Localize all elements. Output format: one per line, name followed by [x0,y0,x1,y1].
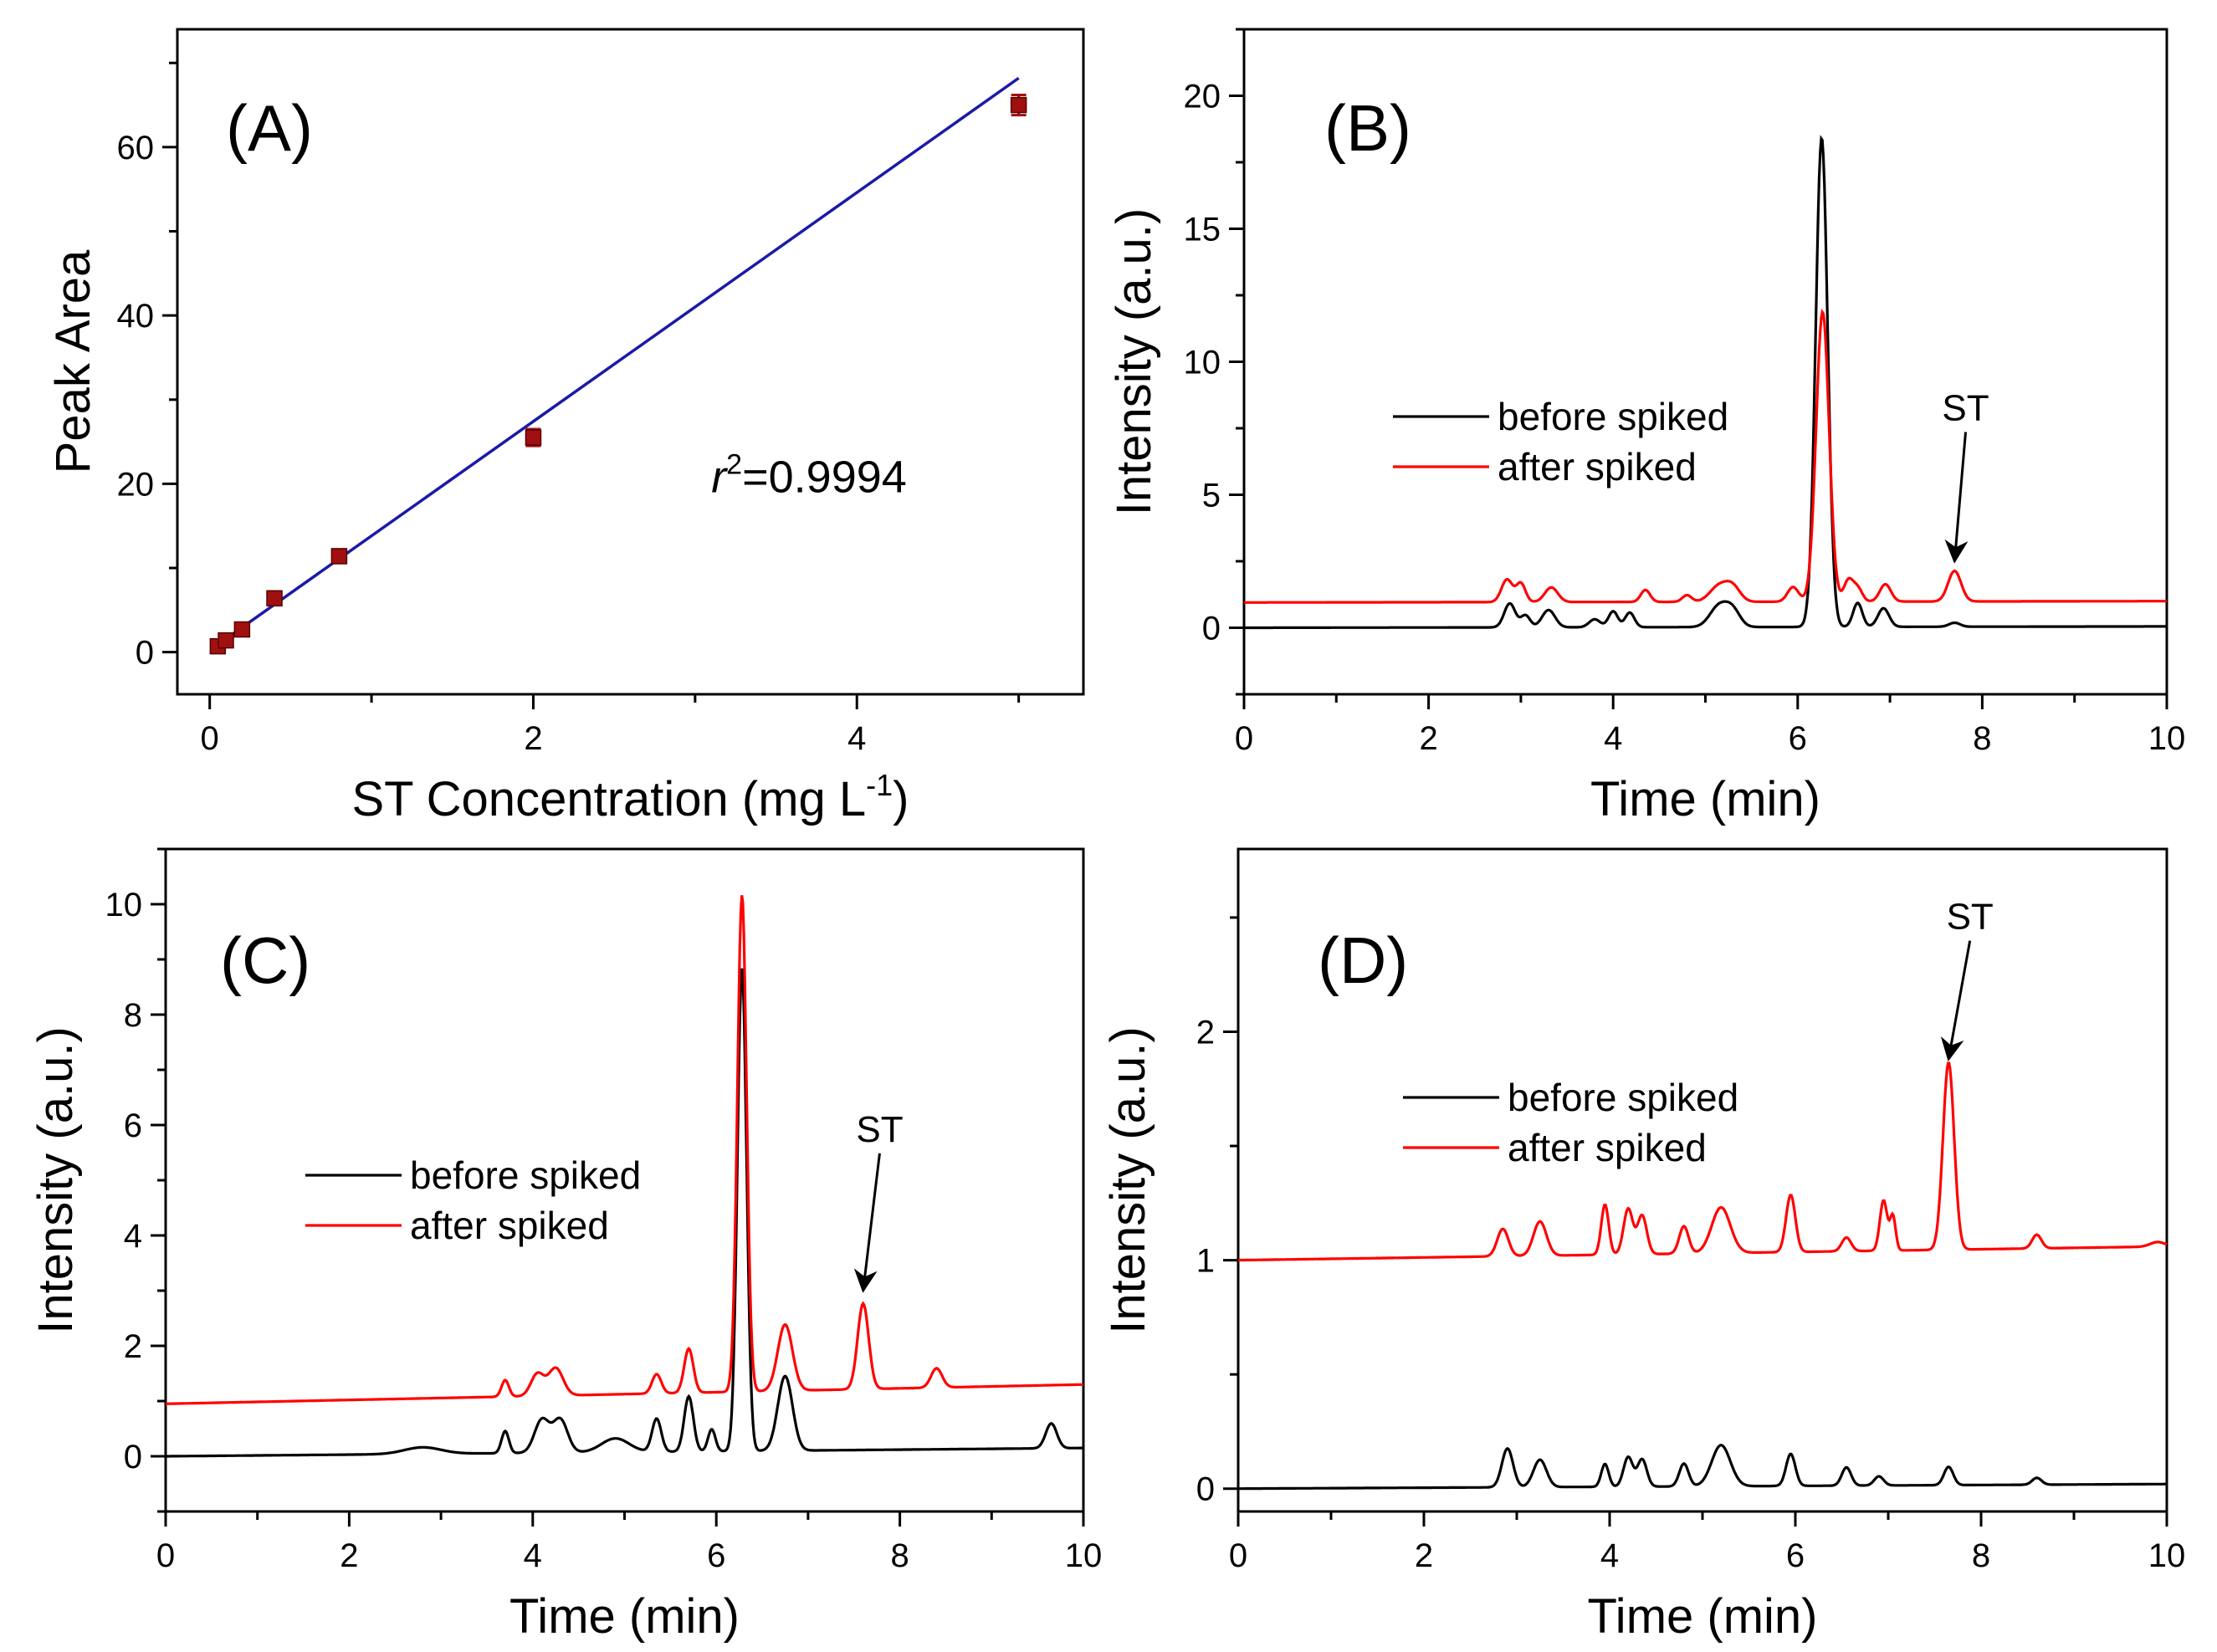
series-line-after-spiked [1238,1061,2168,1262]
panel-b: 0 2 4 6 8 10 0 5 10 15 20 Time (min) Intensity (a.u.… [1107,28,2186,826]
series-line-before-spiked [166,968,1083,1458]
y-tick-label: 8 [124,997,142,1034]
x-tick-label: 10 [2148,720,2186,757]
legend-label: before spiked [410,1153,641,1197]
legend-label: before spiked [1498,395,1728,438]
y-tick-label: 5 [1202,478,1221,514]
x-tick-label: 8 [890,1537,909,1574]
x-tick-label: 6 [707,1537,725,1574]
fit-line [217,76,1020,647]
y-tick-label: 10 [105,887,143,923]
y-tick-label: 0 [124,1439,142,1476]
y-tick-label: 20 [1184,79,1221,115]
panel-label: (C) [220,923,310,997]
x-tick-label: 4 [524,1537,542,1574]
legend: before spiked after spiked [305,1153,641,1247]
x-tick-label: 2 [340,1537,358,1574]
x-tick-label: 2 [1415,1537,1433,1574]
y-tick-label: 4 [124,1218,142,1255]
y-tick-label: 6 [124,1107,142,1144]
legend: before spiked after spiked [1403,1076,1738,1169]
panel-label: (D) [1318,923,1408,997]
x-axis-title: ST Concentration (mg L-1) [351,768,909,826]
x-axis-title: Time (min) [509,1589,740,1644]
x-tick-label: 8 [1972,1537,1990,1574]
x-tick-label: 0 [1235,720,1253,757]
st-annotation-arrow [1944,432,1969,564]
series-line-before-spiked [1238,1444,2167,1491]
y-tick-label: 10 [1184,345,1221,381]
x-tick-label: 0 [201,720,219,757]
x-axis-title: Time (min) [1590,772,1820,826]
r-squared-annotation: r2=0.9994 [711,448,907,502]
y-tick-label: 40 [117,298,155,335]
y-tick-label: 2 [124,1328,142,1365]
y-tick-label: 60 [117,130,155,166]
legend-label: after spiked [1508,1126,1707,1169]
data-point [233,621,251,638]
panel-d: 0 2 4 6 8 10 0 1 2 Time (min) Intensity (a.u.) (D) b… [1101,847,2186,1644]
st-annotation-label: ST [1942,387,1989,428]
y-tick-label: 1 [1196,1243,1215,1280]
data-point [1010,96,1027,114]
plot-frame [176,28,1085,696]
panel-label: (A) [226,91,313,165]
data-point [525,429,542,446]
st-annotation-arrow [853,1153,881,1293]
y-axis-title: Peak Area [46,249,100,473]
y-tick-label: 0 [136,635,154,672]
x-tick-label: 10 [2148,1537,2186,1574]
data-point [218,632,234,649]
x-tick-label: 4 [847,720,866,757]
x-axis-title: Time (min) [1588,1589,1818,1644]
data-point [266,590,283,607]
y-tick-label: 2 [1196,1014,1215,1051]
x-tick-label: 6 [1786,1537,1805,1574]
st-annotation-arrow [1940,940,1972,1062]
x-tick-label: 4 [1604,720,1622,757]
y-axis-title: Intensity (a.u.) [1107,208,1161,515]
x-tick-label: 6 [1789,720,1807,757]
x-tick-label: 10 [1065,1537,1103,1574]
series-line-after-spiked [166,895,1083,1405]
y-tick-label: 20 [117,466,155,503]
legend: before spiked after spiked [1393,395,1728,488]
y-axis-title: Intensity (a.u.) [1101,1026,1155,1333]
y-axis-title: Intensity (a.u.) [28,1026,83,1333]
x-tick-label: 2 [524,720,542,757]
x-tick-label: 8 [1973,720,1991,757]
y-tick-label: 0 [1196,1471,1215,1508]
x-tick-label: 0 [1229,1537,1247,1574]
y-tick-label: 0 [1202,611,1221,647]
legend-label: after spiked [410,1204,609,1247]
x-tick-label: 0 [156,1537,175,1574]
series-line-after-spiked [1244,309,2167,604]
x-tick-label: 2 [1419,720,1437,757]
st-annotation-label: ST [1947,897,1994,938]
legend-label: after spiked [1498,445,1697,488]
legend-label: before spiked [1508,1076,1738,1119]
data-point [330,548,348,565]
panel-label: (B) [1324,91,1411,165]
y-tick-label: 15 [1184,212,1221,248]
st-annotation-label: ST [856,1109,903,1150]
x-tick-label: 4 [1600,1537,1619,1574]
panel-c: 0 2 4 6 8 10 0 2 4 6 8 10 Time (min) Intensity (a.u.)… [28,847,1103,1644]
series-line-before-spiked [1244,135,2167,630]
